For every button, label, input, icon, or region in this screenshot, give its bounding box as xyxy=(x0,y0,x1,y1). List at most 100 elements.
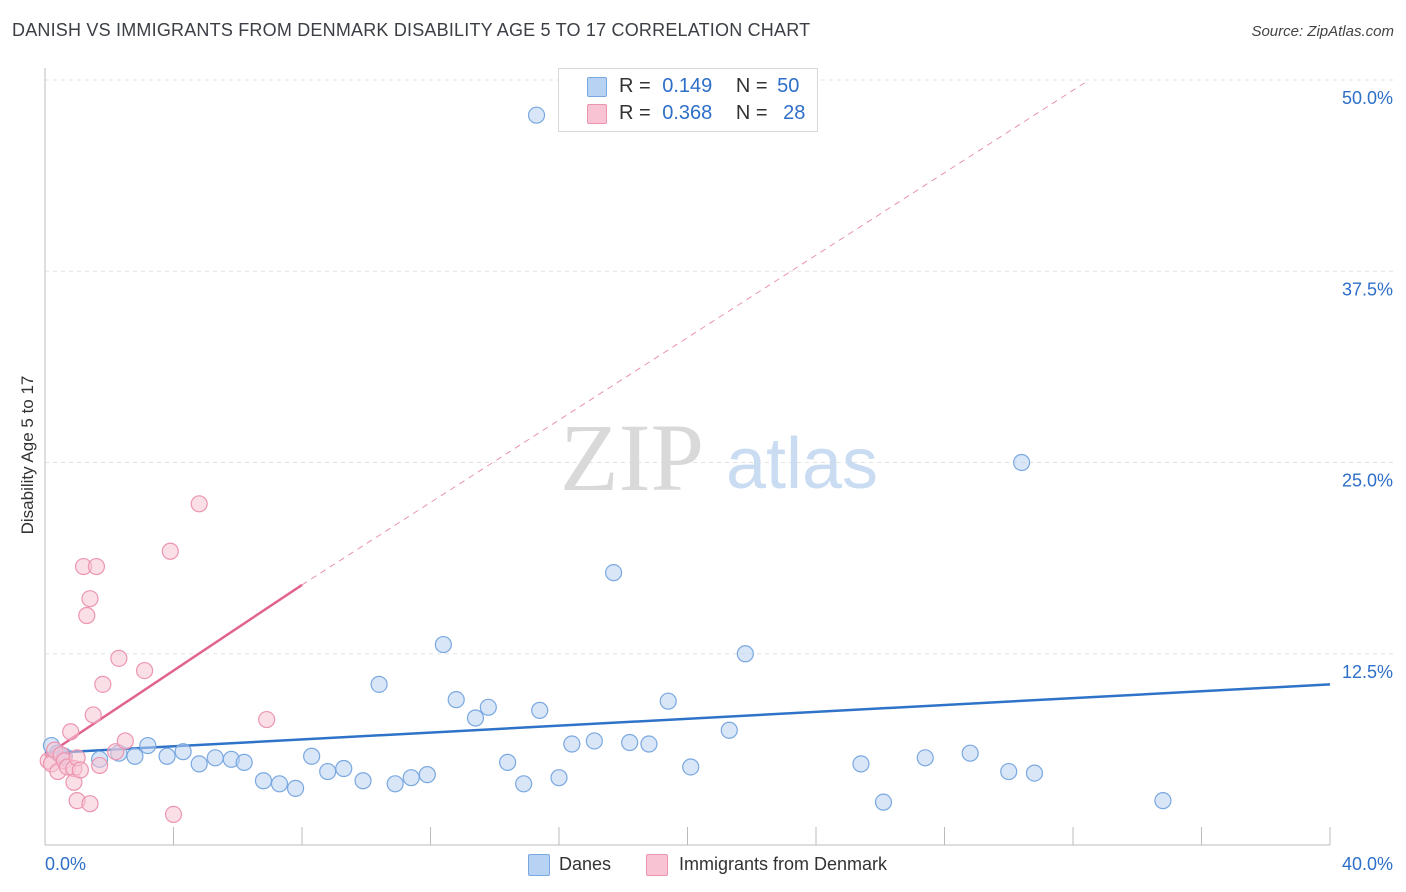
dane-point-23 xyxy=(418,766,436,784)
dane-point-12 xyxy=(235,753,253,771)
watermark: ZIP atlas xyxy=(560,404,878,511)
chart-title: DANISH VS IMMIGRANTS FROM DENMARK DISABI… xyxy=(12,20,811,40)
dane-point-17 xyxy=(319,762,337,781)
dane-point-13 xyxy=(254,772,273,790)
immigrants-r-label: R = xyxy=(619,102,651,124)
dane-point-9 xyxy=(190,755,208,773)
dane-point-28 xyxy=(499,753,517,771)
dane-point-31 xyxy=(550,769,568,787)
dane-point-45 xyxy=(1012,453,1031,472)
immigrant-point-15 xyxy=(81,795,99,813)
dane-point-40 xyxy=(736,645,754,663)
x-tick-label-max: 40.0% xyxy=(1342,854,1393,874)
axes xyxy=(44,68,1331,846)
dane-point-36 xyxy=(640,735,658,753)
dane-point-27 xyxy=(479,698,497,716)
immigrants-r-value: 0.368 xyxy=(662,102,713,124)
immigrant-point-20 xyxy=(94,675,112,693)
dane-point-15 xyxy=(286,779,305,797)
immigrants-n-value: 28 xyxy=(783,102,806,124)
dane-point-49 xyxy=(527,106,546,124)
immigrant-point-26 xyxy=(164,805,183,824)
dane-point-5 xyxy=(126,747,144,765)
immigrant-point-14 xyxy=(78,606,96,625)
watermark-atlas: atlas xyxy=(726,424,878,504)
dane-point-46 xyxy=(1000,762,1018,781)
dane-point-8 xyxy=(174,743,192,761)
immigrant-point-12 xyxy=(71,761,89,779)
grid-lines xyxy=(45,79,1395,655)
immigrants-trend-extension xyxy=(301,79,1090,586)
dane-point-22 xyxy=(402,769,420,787)
dane-point-14 xyxy=(270,775,289,793)
dane-point-19 xyxy=(354,772,372,790)
y-tick-label-1: 25.0% xyxy=(1342,471,1393,491)
watermark-zip: ZIP xyxy=(560,404,704,511)
immigrant-point-7 xyxy=(62,723,80,741)
dane-point-10 xyxy=(206,749,224,767)
immigrant-point-16 xyxy=(81,590,99,608)
dane-point-41 xyxy=(852,755,870,773)
dane-point-32 xyxy=(563,735,581,753)
danes-n-value: 50 xyxy=(777,75,800,97)
y-tick-label-2: 37.5% xyxy=(1342,279,1393,299)
dane-point-39 xyxy=(720,721,738,739)
dane-point-16 xyxy=(303,747,321,765)
danes-stats: R = 0.149 N = 50 xyxy=(619,75,799,98)
y-tick-labels: 12.5% 25.0% 37.5% 50.0% xyxy=(1342,88,1393,682)
dane-point-35 xyxy=(621,733,639,752)
dane-point-42 xyxy=(874,793,893,811)
dane-point-34 xyxy=(605,564,623,582)
immigrant-point-24 xyxy=(135,661,154,680)
dane-point-6 xyxy=(139,736,157,755)
immigrants-stats: R = 0.368 N = 28 xyxy=(619,102,805,125)
danes-n-label: N = xyxy=(735,75,768,97)
immigrant-point-17 xyxy=(84,706,102,724)
data-points xyxy=(39,106,1172,824)
dane-point-37 xyxy=(659,692,677,710)
immigrant-point-28 xyxy=(258,710,276,729)
legend-immigrants-label: Immigrants from Denmark xyxy=(679,854,888,874)
dane-point-21 xyxy=(386,775,404,793)
stats-legend: R = 0.149 N = 50 R = 0.368 N = 28 xyxy=(558,68,818,132)
legend-danes-swatch xyxy=(528,854,550,876)
source-label: Source: ZipAtlas.com xyxy=(1251,23,1394,40)
dane-point-24 xyxy=(434,635,452,654)
dane-point-30 xyxy=(531,701,549,719)
dane-point-44 xyxy=(961,744,979,762)
dane-point-33 xyxy=(585,732,603,750)
immigrant-point-25 xyxy=(161,542,179,560)
immigrants-n-label: N = xyxy=(735,102,768,124)
legend-danes-label: Danes xyxy=(559,854,612,874)
danes-swatch xyxy=(587,77,607,97)
trend-lines xyxy=(44,79,1331,758)
danes-trend-line xyxy=(44,683,1331,755)
dane-point-29 xyxy=(515,775,533,793)
dane-point-43 xyxy=(916,749,934,767)
series-legend: Danes Immigrants from Denmark xyxy=(0,852,1406,878)
danes-r-value: 0.149 xyxy=(662,75,713,97)
dane-point-7 xyxy=(158,747,176,765)
dane-point-20 xyxy=(370,675,388,693)
x-tick-label-min: 0.0% xyxy=(45,854,86,874)
y-tick-label-0: 12.5% xyxy=(1342,662,1393,682)
immigrant-point-22 xyxy=(110,649,128,667)
immigrant-point-19 xyxy=(91,756,109,775)
dane-point-38 xyxy=(682,758,700,776)
dane-point-25 xyxy=(447,691,465,709)
dane-point-48 xyxy=(1154,792,1172,810)
legend-immigrants-swatch xyxy=(646,854,668,876)
danes-r-label: R = xyxy=(619,75,651,97)
x-tick-labels: 0.0% 40.0% xyxy=(45,854,1393,874)
immigrant-point-18 xyxy=(87,557,106,576)
y-tick-label-3: 50.0% xyxy=(1342,88,1393,108)
immigrants-swatch xyxy=(587,104,607,124)
dane-point-26 xyxy=(466,709,485,727)
dane-point-18 xyxy=(335,759,353,778)
immigrants-trend-line xyxy=(44,583,303,758)
immigrant-point-21 xyxy=(107,743,125,761)
immigrant-point-27 xyxy=(190,495,208,513)
dane-point-47 xyxy=(1025,764,1044,782)
immigrant-point-23 xyxy=(116,732,134,750)
